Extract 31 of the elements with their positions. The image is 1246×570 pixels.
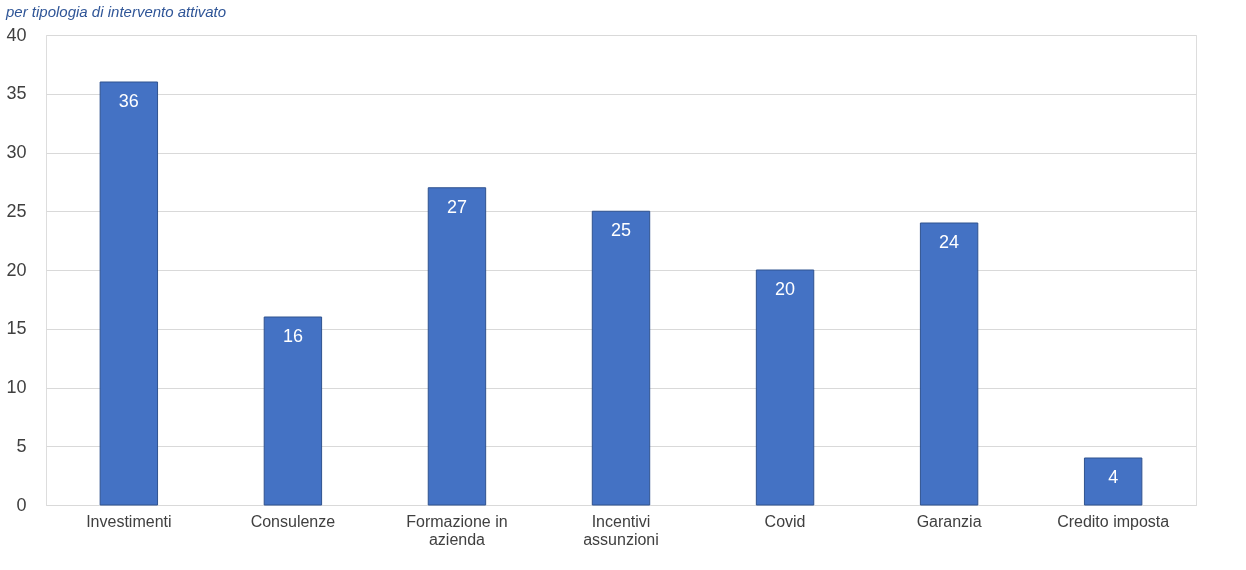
y-tick-label: 15 <box>6 318 27 339</box>
y-tick-label: 0 <box>16 494 27 515</box>
data-label: 25 <box>610 220 632 241</box>
bar <box>591 210 651 506</box>
bar <box>755 269 815 506</box>
x-tick-label: Credito imposta <box>1057 512 1170 530</box>
data-label: 24 <box>939 232 960 252</box>
y-tick-label: 10 <box>6 377 27 397</box>
x-tick-label: Incentivi assunzioni <box>583 512 659 548</box>
y-tick-label: 5 <box>16 435 27 456</box>
y-tick-label: 25 <box>6 200 27 221</box>
data-label: 4 <box>1108 467 1119 487</box>
chart-title: per tipologia di intervento attivato <box>4 3 227 20</box>
bar <box>99 81 159 506</box>
y-tick-label: 20 <box>6 259 27 280</box>
y-tick-label: 30 <box>6 142 27 162</box>
data-label: 16 <box>282 326 303 346</box>
bar <box>263 316 323 506</box>
bar <box>919 222 979 506</box>
x-tick-label: Garanzia <box>916 512 982 530</box>
data-label: 36 <box>118 91 139 111</box>
x-tick-label: Investimenti <box>86 512 172 530</box>
data-label: 27 <box>446 196 467 217</box>
x-tick-label: Formazione in azienda <box>406 512 508 548</box>
x-tick-label: Covid <box>764 512 806 530</box>
y-tick-label: 35 <box>6 83 27 104</box>
bar <box>1083 457 1143 506</box>
y-tick-label: 40 <box>6 24 27 45</box>
bar <box>427 187 487 506</box>
x-tick-label: Consulenze <box>250 512 336 530</box>
data-label: 20 <box>775 279 796 299</box>
